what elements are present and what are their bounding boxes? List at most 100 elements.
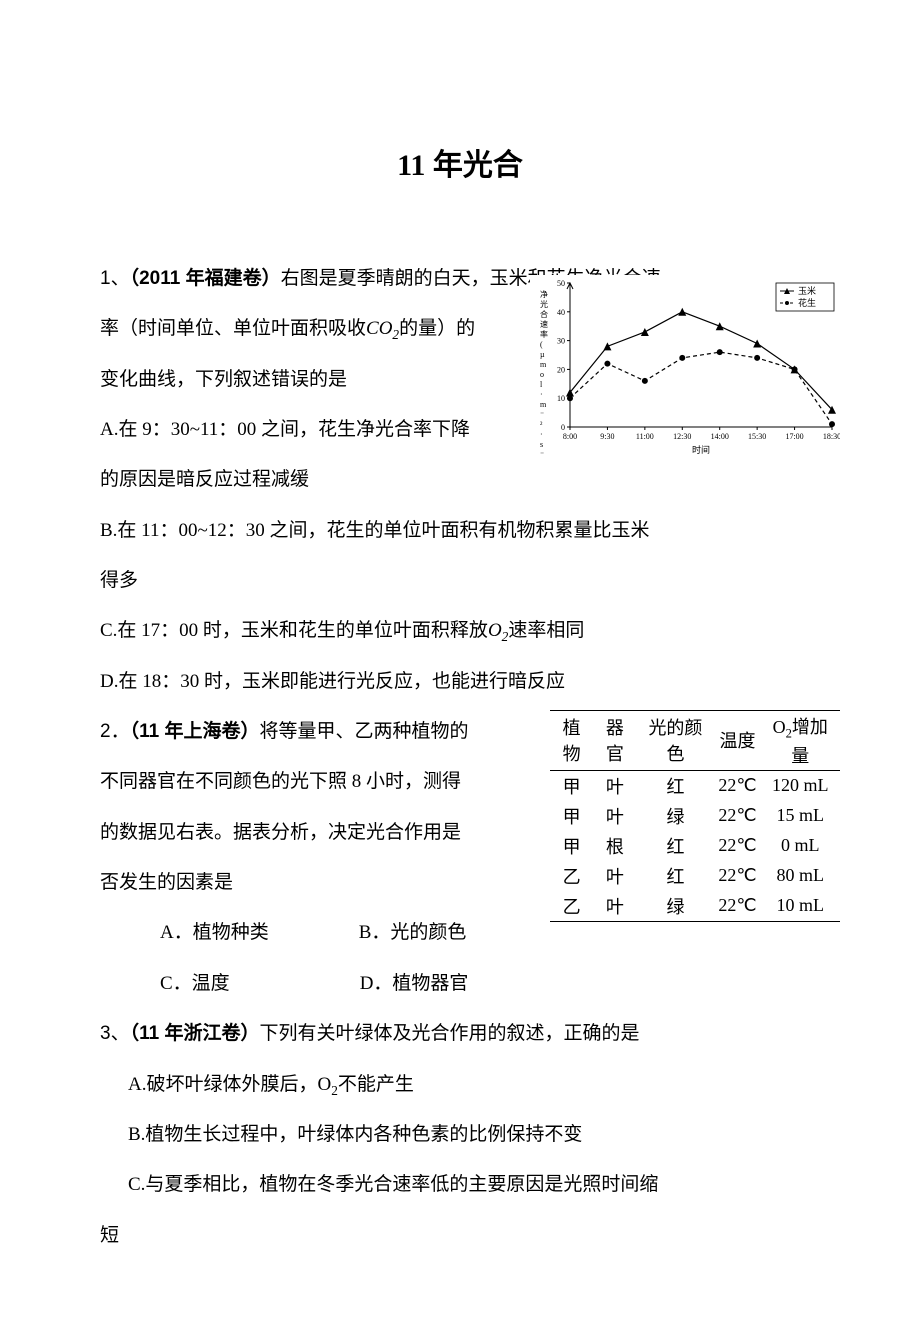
q1-stem-b: 率（时间单位、单位叶面积吸收 — [100, 318, 366, 339]
svg-text:时间: 时间 — [692, 444, 710, 455]
table-cell: 22℃ — [714, 891, 760, 922]
table-cell: 120 mL — [761, 770, 840, 801]
svg-text:20: 20 — [557, 365, 565, 374]
svg-text:净: 净 — [540, 289, 548, 299]
q1-optA2: 的原因是暗反应过程减缓 — [100, 455, 532, 505]
svg-text:玉米: 玉米 — [798, 285, 816, 296]
q1-optB2: 得多 — [100, 556, 820, 606]
q1-stem-b2: 的量）的 — [399, 318, 475, 339]
q3-optC: C.与夏季相比，植物在冬季光合速率低的主要原因是光照时间缩 — [100, 1160, 820, 1210]
svg-text:l: l — [540, 380, 543, 389]
q2-stem-a: 将等量甲、乙两种植物的 — [259, 721, 468, 742]
q1-optD: D.在 18：30 时，玉米即能进行光反应，也能进行暗反应 — [100, 657, 820, 707]
svg-text:40: 40 — [557, 308, 565, 317]
svg-text:15:30: 15:30 — [748, 432, 766, 441]
q2-stem-c: 的数据见右表。据表分析，决定光合作用是 — [100, 808, 532, 858]
q3-optA-a: A.破坏叶绿体外膜后，O — [128, 1074, 331, 1095]
line-chart-svg: 0 10 20 30 40 50 8:00 9:30 11:00 12:30 14:00 15:30 1… — [530, 275, 840, 455]
table-row: 甲叶红22℃120 mL — [550, 770, 840, 801]
col-o2: O2增加量 — [761, 711, 840, 771]
q3-stem: 下列有关叶绿体及光合作用的叙述，正确的是 — [259, 1023, 639, 1044]
table-cell: 22℃ — [714, 801, 760, 831]
table-cell: 乙 — [550, 891, 593, 922]
q3-optA-b: 不能产生 — [338, 1074, 414, 1095]
table-cell: 10 mL — [761, 891, 840, 922]
table-cell: 红 — [637, 831, 715, 861]
table-cell: 0 mL — [761, 831, 840, 861]
svg-text:30: 30 — [557, 337, 565, 346]
svg-text:18:30: 18:30 — [823, 432, 840, 441]
svg-text:o: o — [540, 370, 544, 379]
table-cell: 15 mL — [761, 801, 840, 831]
q2-optC: C．温度 — [160, 973, 230, 994]
svg-text:11:00: 11:00 — [636, 432, 654, 441]
table-row: 甲根红22℃0 mL — [550, 831, 840, 861]
document-page: 11 年光合 1、（2011 年福建卷）右图是夏季晴朗的白天，玉米和花生净光合速… — [0, 0, 920, 1321]
svg-text:0: 0 — [561, 423, 565, 432]
table-cell: 22℃ — [714, 831, 760, 861]
table-cell: 甲 — [550, 831, 593, 861]
table-cell: 绿 — [637, 801, 715, 831]
q1-num: 1、 — [100, 268, 130, 289]
svg-text:s: s — [540, 440, 543, 449]
q3-optB: B.植物生长过程中，叶绿体内各种色素的比例保持不变 — [100, 1110, 820, 1160]
table-header-row: 植物 器官 光的颜色 温度 O2增加量 — [550, 711, 840, 771]
svg-text:⁻: ⁻ — [540, 410, 544, 419]
svg-text:m: m — [540, 400, 547, 409]
q2-optB: B．光的颜色 — [359, 922, 467, 943]
table-cell: 22℃ — [714, 861, 760, 891]
table-cell: 红 — [637, 861, 715, 891]
table-cell: 80 mL — [761, 861, 840, 891]
q1-stem-c: 变化曲线，下列叙述错误的是 — [100, 355, 532, 405]
table-cell: 绿 — [637, 891, 715, 922]
q1-source: （2011 年福建卷） — [130, 268, 281, 289]
q1-optA: A.在 9：30~11：00 之间，花生净光合率下降 — [100, 405, 532, 455]
table-cell: 红 — [637, 770, 715, 801]
table-cell: 叶 — [593, 801, 636, 831]
svg-text:9:30: 9:30 — [600, 432, 614, 441]
table-cell: 甲 — [550, 801, 593, 831]
col-temp: 温度 — [714, 711, 760, 771]
q3-optA-s: 2 — [331, 1082, 338, 1097]
q3: 3、（11 年浙江卷）下列有关叶绿体及光合作用的叙述，正确的是 A.破坏叶绿体外… — [100, 1009, 820, 1261]
q3-source: （11 年浙江卷） — [130, 1023, 260, 1044]
table-cell: 根 — [593, 831, 636, 861]
q3-optC2: 短 — [100, 1211, 820, 1261]
q2-stem-d: 否发生的因素是 — [100, 858, 532, 908]
q2-optD: D．植物器官 — [360, 973, 469, 994]
q2-table: 植物 器官 光的颜色 温度 O2增加量 甲叶红22℃120 mL甲叶绿22℃15… — [550, 710, 840, 922]
svg-text:·: · — [540, 390, 543, 399]
table-row: 甲叶绿22℃15 mL — [550, 801, 840, 831]
table-cell: 乙 — [550, 861, 593, 891]
o2-formula: O2 — [488, 620, 508, 641]
svg-text:速: 速 — [540, 320, 548, 329]
q2-optA: A．植物种类 — [160, 922, 269, 943]
table-cell: 叶 — [593, 891, 636, 922]
q2-stem-b: 不同器官在不同颜色的光下照 8 小时，测得 — [100, 757, 532, 807]
svg-text:²: ² — [540, 420, 543, 429]
svg-text:8:00: 8:00 — [563, 432, 577, 441]
svg-text:m: m — [540, 360, 547, 369]
svg-text:µ: µ — [540, 350, 545, 359]
col-light: 光的颜色 — [637, 711, 715, 771]
q2-opts-row-2: C．温度 D．植物器官 — [100, 959, 820, 1009]
svg-text:17:00: 17:00 — [785, 432, 803, 441]
table-cell: 叶 — [593, 861, 636, 891]
svg-text:14:00: 14:00 — [711, 432, 729, 441]
svg-text:50: 50 — [557, 279, 565, 288]
q1-optC-b: 速率相同 — [508, 620, 584, 641]
table-row: 乙叶红22℃80 mL — [550, 861, 840, 891]
svg-text:10: 10 — [557, 394, 565, 403]
co2-formula: CO2 — [366, 318, 399, 339]
q3-num: 3、 — [100, 1023, 130, 1044]
q2-num: 2． — [100, 721, 130, 742]
svg-text:率: 率 — [540, 329, 548, 339]
svg-text:花生: 花生 — [798, 297, 816, 308]
svg-text:·: · — [540, 430, 543, 439]
table-cell: 甲 — [550, 770, 593, 801]
table-cell: 叶 — [593, 770, 636, 801]
svg-text:光: 光 — [540, 299, 548, 309]
q1-chart: 0 10 20 30 40 50 8:00 9:30 11:00 12:30 14:00 15:30 1… — [530, 275, 840, 455]
svg-text:12:30: 12:30 — [673, 432, 691, 441]
svg-text:合: 合 — [540, 309, 548, 319]
